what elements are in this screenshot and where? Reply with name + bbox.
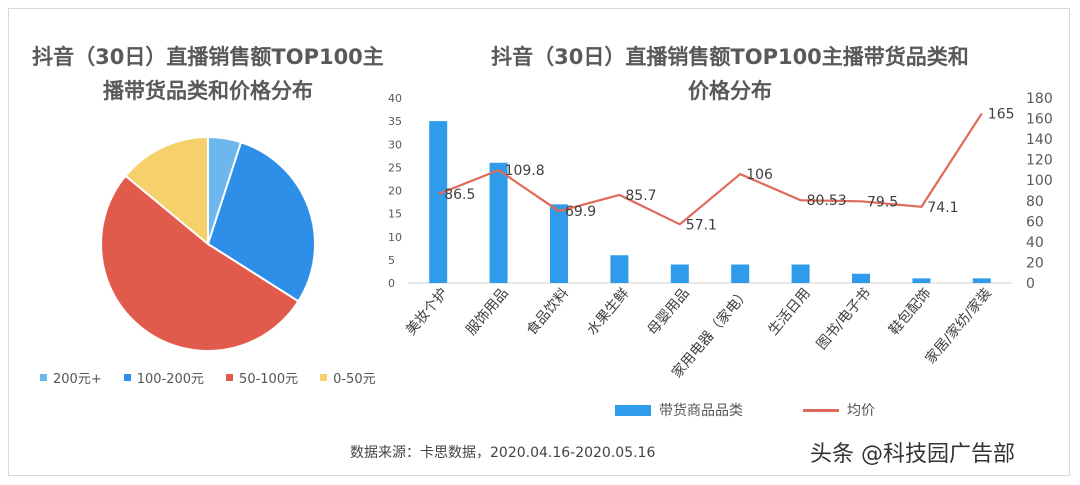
pie-legend-swatch	[320, 374, 328, 381]
legend-bar-swatch	[615, 404, 651, 416]
y-left-tick-label: 0	[388, 277, 395, 290]
x-tick-label: 鞋包配饰	[886, 285, 934, 338]
bar	[912, 278, 931, 283]
data-source-note: 数据来源：卡思数据，2020.04.16-2020.05.16	[350, 445, 656, 461]
pie-chart-title: 抖音（30日）直播销售额TOP100主 播带货品类和价格分布	[18, 40, 398, 108]
line-data-label: 85.7	[625, 188, 656, 204]
pie-legend-label: 100-200元	[136, 372, 205, 387]
y-right-tick-label: 140	[1026, 132, 1053, 148]
pie-chart	[100, 135, 316, 352]
y-right-tick-label: 60	[1026, 214, 1044, 230]
pie-legend-label: 0-50元	[333, 372, 376, 387]
legend-bar-label: 带货商品品类	[659, 403, 743, 419]
pie-legend-label: 50-100元	[239, 372, 299, 387]
y-right-tick-label: 120	[1026, 153, 1053, 169]
line-data-label: 109.8	[505, 163, 545, 179]
y-right-tick-label: 80	[1026, 194, 1044, 210]
x-tick-label: 食品饮料	[523, 285, 572, 339]
bar-legend: 带货商品品类 均价	[615, 400, 875, 420]
bar	[610, 255, 629, 283]
y-left-tick-label: 40	[388, 92, 402, 105]
y-left-tick-label: 15	[388, 208, 402, 221]
y-left-tick-label: 20	[388, 185, 402, 198]
bar-title-line2: 价格分布	[688, 79, 772, 103]
legend-line-swatch	[803, 408, 839, 412]
pie-legend-swatch	[123, 374, 131, 381]
bar	[489, 162, 508, 283]
pie-slice	[124, 135, 209, 247]
line-data-label: 86.5	[444, 187, 475, 203]
line-data-label: 79.5	[867, 194, 898, 210]
pie-legend-label: 200元+	[53, 372, 102, 387]
bar	[670, 264, 689, 283]
y-right-tick-label: 180	[1026, 91, 1053, 107]
y-right-tick-label: 20	[1026, 255, 1044, 271]
x-tick-label: 水果生鲜	[584, 285, 632, 338]
pie-title-line2: 播带货品类和价格分布	[103, 79, 313, 103]
x-tick-label: 美妆个护	[403, 285, 451, 338]
line-data-label: 57.1	[686, 217, 717, 233]
bar	[429, 121, 448, 283]
line-data-label: 80.53	[807, 193, 847, 209]
line-data-label: 165	[988, 106, 1015, 122]
x-tick-label: 母婴用品	[645, 285, 693, 338]
avg-price-line	[437, 112, 983, 226]
pie-title-line1: 抖音（30日）直播销售额TOP100主	[32, 45, 384, 69]
line-data-label: 106	[746, 167, 773, 183]
pie-slice	[206, 140, 316, 303]
bar-chart-title: 抖音（30日）直播销售额TOP100主播带货品类和 价格分布	[420, 40, 1040, 108]
bar	[852, 273, 870, 283]
bar-title-line1: 抖音（30日）直播销售额TOP100主播带货品类和	[491, 45, 969, 69]
pie-legend-item: 100-200元	[123, 368, 205, 387]
line-data-label: 69.9	[565, 204, 596, 220]
pie-legend-item: 50-100元	[226, 368, 298, 387]
y-right-tick-label: 40	[1026, 235, 1044, 251]
y-right-tick-label: 160	[1026, 112, 1053, 128]
legend-item-bar: 带货商品品类	[615, 400, 743, 420]
pie-legend-swatch	[226, 374, 234, 381]
x-tick-label: 图书/电子书	[814, 285, 874, 353]
y-left-tick-label: 35	[388, 115, 402, 128]
watermark: 头条 @科技园广告部	[810, 442, 1015, 467]
pie-legend-item: 0-50元	[320, 368, 376, 387]
pie-legend-swatch	[40, 374, 47, 381]
bar-line-chart: 0 5 10 15 20 25 30 35 40 0 20 40 60 80 100 120 140 160 180…	[388, 91, 1053, 381]
x-tick-label: 生活日用	[765, 285, 813, 338]
x-tick-label: 服饰用品	[463, 285, 511, 338]
y-left-tick-label: 10	[388, 231, 402, 244]
bar	[972, 278, 991, 283]
line-data-label: 74.1	[927, 200, 958, 216]
bar	[731, 264, 750, 283]
pie-legend: 200元+ 100-200元 50-100元 0-50元	[40, 368, 376, 387]
y-left-tick-label: 5	[388, 254, 395, 267]
pie-slice	[100, 174, 300, 352]
y-left-tick-label: 25	[388, 161, 402, 174]
bar	[550, 204, 568, 283]
legend-line-label: 均价	[847, 403, 875, 419]
bar	[791, 264, 810, 283]
y-right-tick-label: 100	[1026, 173, 1053, 189]
pie-legend-item: 200元+	[40, 368, 102, 387]
y-right-tick-label: 0	[1026, 276, 1035, 292]
y-left-tick-label: 30	[388, 138, 402, 151]
legend-item-line: 均价	[803, 400, 875, 420]
